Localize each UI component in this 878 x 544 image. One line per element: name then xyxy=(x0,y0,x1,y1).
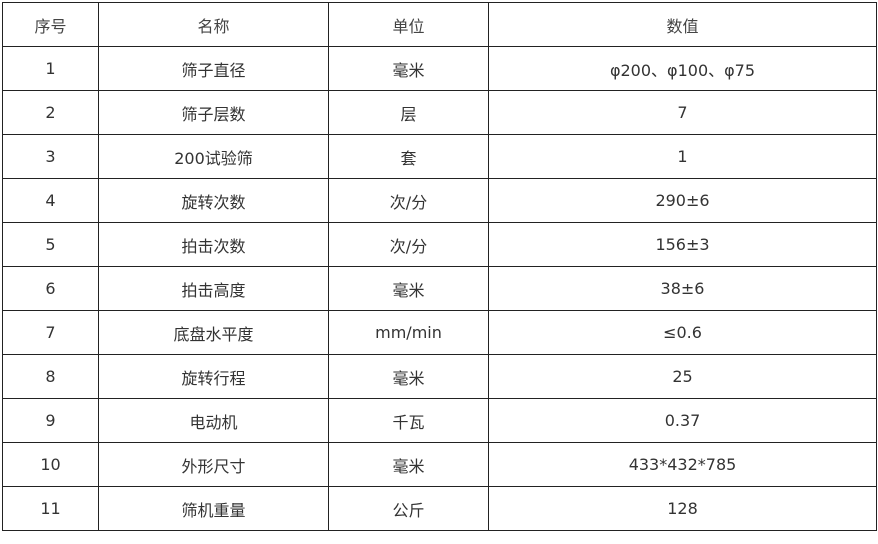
spec-table-container: 序号 名称 单位 数值 1 筛子直径 毫米 φ200、φ100、φ75 2 筛子层数层 7 3 200试… xyxy=(2,2,877,531)
table-cell: 毫米 xyxy=(328,442,489,487)
table-cell: 128 xyxy=(488,486,877,531)
header-row: 序号 名称 单位 数值 xyxy=(2,2,877,47)
table-row: 5 拍击次数 次/分 156±3 xyxy=(2,222,877,267)
table-cell: 38±6 xyxy=(488,266,877,311)
header-cell: 数值 xyxy=(488,2,877,47)
table-cell: φ200、φ100、φ75 xyxy=(488,46,877,91)
table-cell: 25 xyxy=(488,354,877,399)
table-cell: 11 xyxy=(2,486,99,531)
table-cell: 旋转行程 xyxy=(98,354,329,399)
table-row: 2 筛子层数层 7 xyxy=(2,90,877,135)
table-cell: 电动机 xyxy=(98,398,329,443)
table-cell: 2 xyxy=(2,90,99,135)
table-cell: 筛子层数 xyxy=(98,90,329,135)
table-row: 4 旋转次数 次/分 290±6 xyxy=(2,178,877,223)
table-cell: 200试验筛 xyxy=(98,134,329,179)
table-cell: 4 xyxy=(2,178,99,223)
header-cell: 名称 xyxy=(98,2,329,47)
table-cell: 1 xyxy=(488,134,877,179)
table-cell: 6 xyxy=(2,266,99,311)
table-cell: 156±3 xyxy=(488,222,877,267)
table-cell: 底盘水平度 xyxy=(98,310,329,355)
table-cell: 毫米 xyxy=(328,46,489,91)
table-cell: 毫米 xyxy=(328,354,489,399)
table-cell: 10 xyxy=(2,442,99,487)
table-cell: 千瓦 xyxy=(328,398,489,443)
table-cell: ≤0.6 xyxy=(488,310,877,355)
table-cell: 次/分 xyxy=(328,178,489,223)
spec-table: 序号 名称 单位 数值 1 筛子直径 毫米 φ200、φ100、φ75 2 筛子层数层 7 3 200试… xyxy=(2,2,877,531)
table-row: 3 200试验筛套 1 xyxy=(2,134,877,179)
table-cell: mm/min xyxy=(328,310,489,355)
table-cell: 外形尺寸 xyxy=(98,442,329,487)
table-cell: 次/分 xyxy=(328,222,489,267)
table-cell: 筛机重量 xyxy=(98,486,329,531)
table-cell: 290±6 xyxy=(488,178,877,223)
table-row: 6 拍击高度 毫米 38±6 xyxy=(2,266,877,311)
table-row: 7 底盘水平度 mm/min ≤0.6 xyxy=(2,310,877,355)
table-cell: 公斤 xyxy=(328,486,489,531)
table-row: 11 筛机重量 公斤 128 xyxy=(2,486,877,531)
table-cell: 8 xyxy=(2,354,99,399)
table-cell: 套 xyxy=(328,134,489,179)
table-row: 9 电动机 千瓦 0.37 xyxy=(2,398,877,443)
table-cell: 7 xyxy=(488,90,877,135)
table-row: 1 筛子直径 毫米 φ200、φ100、φ75 xyxy=(2,46,877,91)
table-row: 10 外形尺寸 毫米 433*432*785 xyxy=(2,442,877,487)
table-cell: 层 xyxy=(328,90,489,135)
table-cell: 拍击高度 xyxy=(98,266,329,311)
table-cell: 拍击次数 xyxy=(98,222,329,267)
table-cell: 毫米 xyxy=(328,266,489,311)
table-cell: 1 xyxy=(2,46,99,91)
header-cell: 序号 xyxy=(2,2,99,47)
table-cell: 3 xyxy=(2,134,99,179)
table-cell: 筛子直径 xyxy=(98,46,329,91)
table-row: 8 旋转行程 毫米 25 xyxy=(2,354,877,399)
table-cell: 433*432*785 xyxy=(488,442,877,487)
table-cell: 0.37 xyxy=(488,398,877,443)
table-cell: 9 xyxy=(2,398,99,443)
header-cell: 单位 xyxy=(328,2,489,47)
table-cell: 5 xyxy=(2,222,99,267)
table-cell: 7 xyxy=(2,310,99,355)
table-cell: 旋转次数 xyxy=(98,178,329,223)
